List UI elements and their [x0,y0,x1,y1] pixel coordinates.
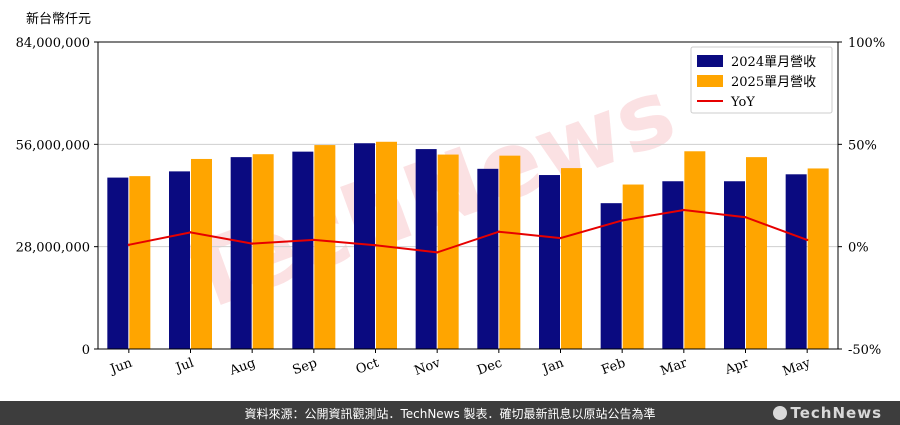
yoy-point-Dec [497,230,501,233]
yoy-point-Feb [620,219,624,222]
yoy-point-Jan [559,236,562,240]
y2-tick-label: 100% [848,36,885,51]
bar-2024-Apr [724,181,745,349]
bar-2024-Jul [169,171,190,349]
bar-2025-Oct [376,141,397,349]
bar-2025-Feb [622,184,644,349]
legend-label-2025: 2025單月營收 [731,75,816,90]
bar-2024-Jan [539,175,560,349]
yoy-point-Sep [312,238,316,242]
yoy-point-Jun [127,243,131,247]
yoy-point-Nov [435,251,439,254]
y2-tick-label: -50% [848,343,881,358]
x-tick-label: Jan [539,355,567,377]
x-tick-label: Nov [412,355,443,378]
x-tick-label: Sep [291,356,320,379]
x-tick-label: May [781,355,813,379]
y-tick-label: 56,000,000 [16,138,90,153]
legend-swatch-2025 [697,75,723,87]
bar-2025-Aug [252,154,274,349]
yoy-point-Apr [744,215,747,219]
footer-bar: 資料來源：公開資訊觀測站．TechNews 製表．確切最新訊息以原站公告為準 T… [0,401,900,425]
yoy-point-Mar [682,208,686,212]
bar-2024-Sep [292,151,314,349]
x-tick-label: Jul [172,356,196,377]
footer-logo-text: TechNews [790,404,882,422]
yoy-point-Oct [374,244,377,247]
legend-label-2024: 2024單月營收 [731,55,816,70]
x-tick-label: Mar [658,355,689,379]
y-axis-label: 新台幣仟元 [26,11,91,27]
revenue-chart: TechNews028,000,00056,000,00084,000,000-… [16,11,886,379]
bar-2024-Feb [600,203,622,349]
bar-2025-Mar [684,151,706,349]
bar-2024-Aug [230,157,252,349]
yoy-point-Jul [189,231,192,234]
bar-2024-Nov [415,149,437,349]
bar-2025-Jan [561,168,582,349]
bar-2024-Jun [107,177,129,349]
x-tick-label: Dec [475,356,504,379]
bar-2024-May [785,174,807,349]
y2-tick-label: 50% [848,138,877,153]
x-tick-label: Jun [107,355,135,378]
y-tick-label: 84,000,000 [16,36,90,51]
x-tick-label: Oct [354,355,382,377]
plot-frame [97,41,839,350]
legend-box [690,46,833,114]
bar-2024-Oct [354,143,375,349]
footer-source-text: 資料來源：公開資訊觀測站．TechNews 製表．確切最新訊息以原站公告為準 [244,406,656,421]
y2-tick-label: 0% [848,241,869,256]
yoy-line [128,209,808,254]
x-tick-label: Feb [600,356,628,378]
x-tick-label: Apr [722,355,751,378]
x-tick-label: Aug [227,356,258,379]
bar-2024-Mar [662,181,684,349]
bar-2025-Apr [746,157,767,349]
technews-logo-icon [772,406,787,420]
bar-2025-Jun [129,176,151,349]
bar-2025-Dec [499,155,521,349]
bar-2025-Jul [191,158,212,349]
bar-2025-Nov [437,154,459,349]
y-tick-label: 0 [82,343,90,358]
yoy-point-Aug [250,242,254,245]
yoy-point-May [805,238,809,242]
bar-2025-May [807,168,829,349]
footer-logo: TechNews [772,401,883,425]
legend-label-yoy: YoY [730,95,755,110]
y-tick-label: 28,000,000 [16,241,90,256]
legend-swatch-2024 [697,55,723,67]
bar-2024-Dec [477,168,499,349]
bar-2025-Sep [314,145,336,349]
